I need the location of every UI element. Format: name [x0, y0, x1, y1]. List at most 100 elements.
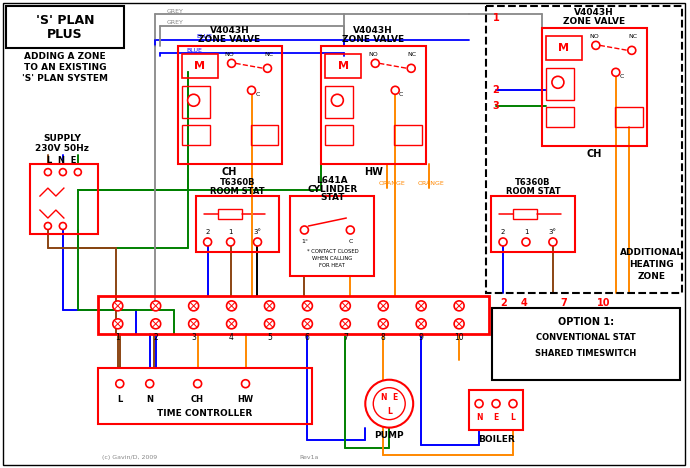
- Circle shape: [454, 301, 464, 311]
- Circle shape: [59, 168, 66, 176]
- Bar: [250, 125, 279, 145]
- Text: N: N: [380, 393, 386, 402]
- Text: 2: 2: [493, 85, 500, 95]
- Bar: [290, 196, 374, 276]
- Bar: [615, 107, 643, 127]
- Text: M: M: [338, 61, 349, 71]
- Text: C: C: [399, 92, 404, 97]
- Text: C: C: [620, 74, 624, 79]
- Text: HEATING: HEATING: [629, 260, 674, 270]
- Text: NC: NC: [408, 52, 417, 57]
- Bar: [326, 54, 362, 78]
- Circle shape: [150, 301, 161, 311]
- Circle shape: [112, 301, 123, 311]
- Text: NC: NC: [628, 34, 638, 39]
- Circle shape: [300, 226, 308, 234]
- Circle shape: [264, 319, 275, 329]
- Bar: [98, 368, 313, 424]
- Text: 9: 9: [419, 333, 424, 342]
- Text: WHEN CALLING: WHEN CALLING: [312, 256, 353, 262]
- Circle shape: [416, 319, 426, 329]
- Circle shape: [188, 94, 199, 106]
- Text: CONVENTIONAL STAT: CONVENTIONAL STAT: [536, 333, 635, 342]
- Bar: [6, 7, 124, 48]
- Text: TIME CONTROLLER: TIME CONTROLLER: [157, 409, 253, 418]
- Circle shape: [59, 222, 66, 229]
- Text: 'S' PLAN: 'S' PLAN: [36, 14, 94, 27]
- Circle shape: [592, 41, 600, 49]
- Text: 2: 2: [206, 229, 210, 235]
- Text: NO: NO: [589, 34, 599, 39]
- Text: PUMP: PUMP: [375, 431, 404, 440]
- Circle shape: [365, 380, 413, 428]
- Circle shape: [340, 319, 351, 329]
- Text: BLUE: BLUE: [187, 48, 203, 53]
- Text: OPTION 1:: OPTION 1:: [558, 317, 614, 327]
- Circle shape: [253, 238, 262, 246]
- Circle shape: [204, 238, 212, 246]
- Text: V4043H: V4043H: [353, 26, 393, 35]
- Bar: [394, 125, 422, 145]
- Circle shape: [454, 319, 464, 329]
- Text: ROOM STAT: ROOM STAT: [210, 187, 265, 196]
- Circle shape: [226, 319, 237, 329]
- Text: L: L: [117, 395, 122, 404]
- Text: FOR HEAT: FOR HEAT: [319, 263, 345, 269]
- Text: ORANGE: ORANGE: [417, 181, 444, 186]
- Circle shape: [302, 301, 313, 311]
- Text: NC: NC: [264, 52, 273, 57]
- Text: L: L: [511, 413, 515, 422]
- Text: 5: 5: [267, 333, 272, 342]
- Text: SUPPLY: SUPPLY: [43, 134, 81, 143]
- Bar: [542, 29, 647, 146]
- Circle shape: [416, 301, 426, 311]
- Text: ZONE: ZONE: [638, 272, 666, 281]
- Circle shape: [248, 86, 255, 94]
- Text: M: M: [558, 44, 569, 53]
- Text: 1: 1: [524, 229, 529, 235]
- Circle shape: [116, 380, 124, 388]
- Circle shape: [331, 94, 344, 106]
- Text: 7: 7: [560, 298, 567, 308]
- Text: NO: NO: [368, 52, 378, 57]
- Bar: [196, 196, 279, 252]
- Text: (c) Gavin/D, 2009: (c) Gavin/D, 2009: [102, 455, 157, 460]
- Text: 1: 1: [228, 229, 233, 235]
- Text: 8: 8: [381, 333, 386, 342]
- Text: ZONE VALVE: ZONE VALVE: [563, 17, 625, 26]
- Circle shape: [475, 400, 483, 408]
- Bar: [469, 390, 523, 430]
- Text: 3°: 3°: [549, 229, 557, 235]
- Text: 230V 50Hz: 230V 50Hz: [35, 144, 89, 153]
- Circle shape: [628, 46, 635, 54]
- Text: L641A: L641A: [317, 176, 348, 184]
- Circle shape: [228, 59, 235, 67]
- Text: 2: 2: [501, 298, 507, 308]
- Text: HW: HW: [237, 395, 254, 404]
- Circle shape: [371, 59, 380, 67]
- Text: 3: 3: [191, 333, 196, 342]
- Circle shape: [302, 319, 313, 329]
- Circle shape: [509, 400, 517, 408]
- Text: STAT: STAT: [320, 192, 344, 202]
- Text: ZONE VALVE: ZONE VALVE: [342, 35, 404, 44]
- Text: T6360B: T6360B: [220, 177, 255, 187]
- Text: PLUS: PLUS: [47, 28, 83, 41]
- Text: BOILER: BOILER: [477, 435, 515, 444]
- Text: N: N: [476, 413, 482, 422]
- Bar: [326, 86, 353, 118]
- Circle shape: [391, 86, 400, 94]
- Circle shape: [150, 319, 161, 329]
- Text: M: M: [194, 61, 205, 71]
- Bar: [181, 86, 210, 118]
- Circle shape: [194, 380, 201, 388]
- Bar: [326, 125, 353, 145]
- Circle shape: [226, 238, 235, 246]
- Circle shape: [612, 68, 620, 76]
- Text: NO: NO: [225, 52, 235, 57]
- Circle shape: [241, 380, 250, 388]
- Circle shape: [378, 319, 388, 329]
- Text: E: E: [493, 413, 499, 422]
- Text: Rev1a: Rev1a: [299, 455, 319, 460]
- Text: ADDITIONAL: ADDITIONAL: [620, 249, 683, 257]
